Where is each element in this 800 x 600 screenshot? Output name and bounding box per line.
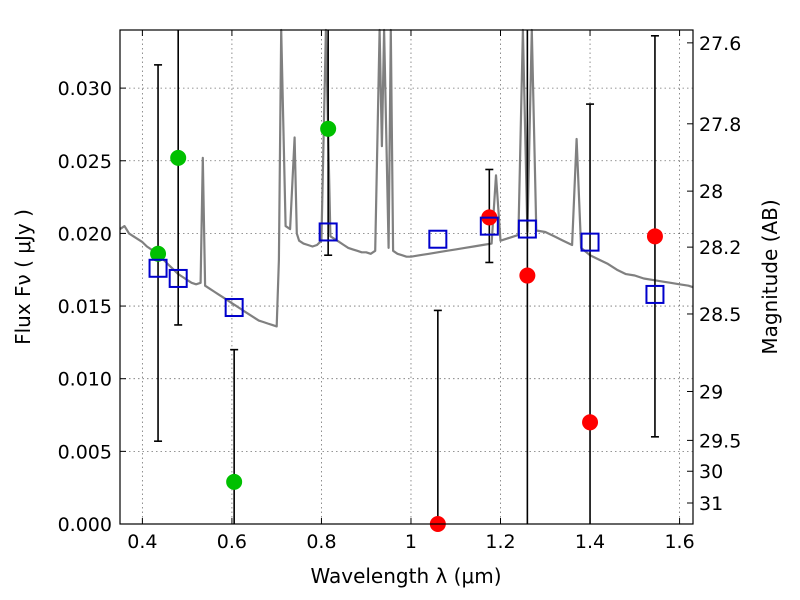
- right-axis-title: Magnitude (AB): [758, 199, 782, 354]
- y-tick-label: 0.000: [58, 514, 112, 536]
- y-tick-label: 0.010: [58, 369, 112, 391]
- x-tick-label: 1: [405, 531, 417, 553]
- right-tick-label: 28: [699, 181, 723, 203]
- red-data-point: [647, 229, 662, 244]
- right-tick-label: 29: [699, 381, 723, 403]
- y-tick-label: 0.005: [58, 441, 112, 463]
- green-data-point: [171, 150, 186, 165]
- spectrum-layer: [120, 30, 693, 326]
- right-tick-label: 29.5: [699, 430, 741, 452]
- right-tick-label: 28.5: [699, 304, 741, 326]
- x-tick-label: 1.2: [485, 531, 515, 553]
- y-tick-label: 0.030: [58, 78, 112, 100]
- sed-chart: 0.4 0.6 0.8 1 1.2 1.4 1.6 0.000 0.005 0.010 0.015 0…: [0, 0, 800, 600]
- x-tick-label: 0.4: [127, 531, 157, 553]
- x-tick-label: 1.6: [664, 531, 694, 553]
- x-tick-label: 1.4: [575, 531, 605, 553]
- green-data-point: [321, 121, 336, 136]
- right-tick-label: 31: [699, 493, 723, 515]
- y-tick-label: 0.015: [58, 296, 112, 318]
- right-tick-label: 28.2: [699, 237, 741, 259]
- marker-layer: [150, 121, 664, 531]
- right-tick-label: 27.6: [699, 33, 741, 55]
- red-data-point: [583, 415, 598, 430]
- green-data-point: [227, 474, 242, 489]
- y-axis-title: Flux Fν ( μJy ): [11, 209, 35, 345]
- spectrum-line: [120, 30, 693, 326]
- red-data-point: [520, 268, 535, 283]
- axes: 0.4 0.6 0.8 1 1.2 1.4 1.6 0.000 0.005 0.010 0.015 0…: [58, 30, 742, 553]
- right-tick-label: 27.8: [699, 114, 741, 136]
- x-tick-label: 0.8: [306, 531, 336, 553]
- y-tick-label: 0.020: [58, 223, 112, 245]
- y-tick-label: 0.025: [58, 151, 112, 173]
- x-axis-title: Wavelength λ (μm): [310, 564, 501, 588]
- x-tick-label: 0.6: [217, 531, 247, 553]
- errorbar-layer: [154, 30, 659, 524]
- right-tick-label: 30: [699, 461, 723, 483]
